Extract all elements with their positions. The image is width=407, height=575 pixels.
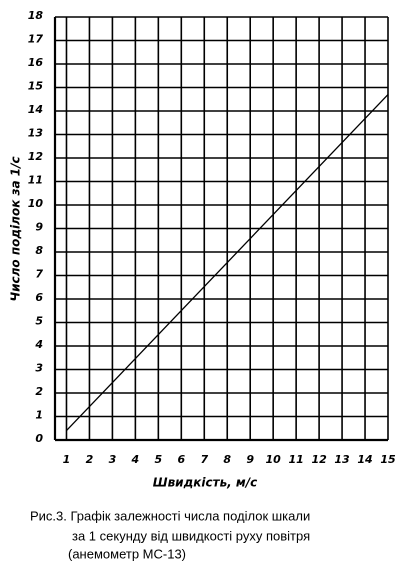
y-tick-label: 13 (28, 127, 44, 140)
caption-line: (анемометр МС-13) (68, 546, 186, 561)
x-tick-label: 7 (200, 453, 208, 466)
y-tick-label: 14 (28, 103, 43, 116)
y-tick-label: 4 (34, 338, 43, 351)
y-tick-label: 0 (35, 432, 43, 445)
x-tick-label: 8 (223, 453, 231, 466)
y-tick-label: 16 (28, 56, 44, 69)
y-tick-label: 11 (28, 174, 43, 187)
y-axis-label: Число поділок за 1/с (9, 156, 23, 301)
y-tick-label: 6 (35, 291, 43, 304)
x-tick-label: 6 (177, 453, 185, 466)
x-tick-label: 5 (155, 453, 163, 466)
y-tick-label: 1 (35, 409, 43, 422)
x-tick-label: 15 (380, 453, 396, 466)
y-tick-label: 12 (28, 150, 44, 163)
x-tick-label: 12 (311, 453, 327, 466)
y-tick-label: 17 (28, 33, 44, 46)
x-tick-label: 11 (288, 453, 303, 466)
y-tick-label: 7 (35, 268, 43, 281)
caption-line: за 1 секунду від швидкості руху повітря (72, 528, 310, 543)
x-tick-label: 3 (109, 453, 117, 466)
caption-line: Рис.3. Графік залежності числа поділок ш… (30, 508, 310, 523)
y-tick-label: 5 (35, 315, 43, 328)
data-line (66, 94, 389, 432)
x-tick-label: 9 (246, 453, 254, 466)
x-tick-label: 14 (357, 453, 372, 466)
y-tick-label: 10 (28, 197, 44, 210)
x-tick-label: 13 (334, 453, 350, 466)
x-axis-label: Швидкість, м/с (153, 476, 257, 490)
y-tick-label: 2 (35, 385, 43, 398)
y-tick-label: 9 (35, 221, 43, 234)
x-tick-label: 1 (63, 453, 71, 466)
y-tick-label: 8 (35, 244, 43, 257)
x-tick-label: 10 (266, 453, 282, 466)
y-tick-label: 3 (35, 362, 43, 375)
x-tick-label: 2 (86, 453, 94, 466)
y-tick-label: 18 (28, 9, 44, 22)
x-tick-label: 4 (131, 453, 140, 466)
y-tick-label: 15 (28, 80, 44, 93)
